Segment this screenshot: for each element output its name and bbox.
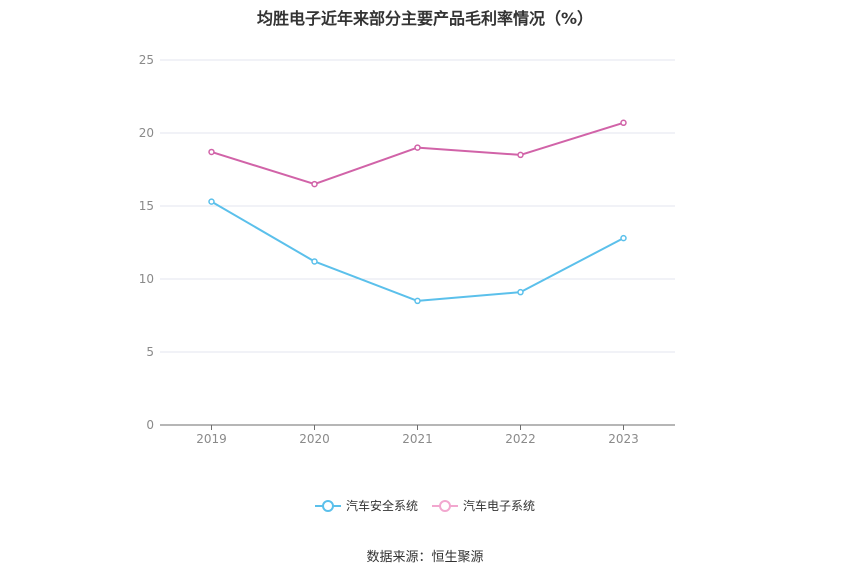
y-tick-label-5: 5 <box>146 345 154 359</box>
data-point-s0-2019 <box>208 198 215 205</box>
series-line-0 <box>210 200 624 302</box>
data-point-s1-2022 <box>517 151 524 159</box>
data-point-s0-2023 <box>620 234 627 242</box>
x-tick-label-2020: 2020 <box>299 432 330 446</box>
series-line-1 <box>211 121 624 186</box>
data-point-s0-2022 <box>517 288 524 296</box>
data-point-s0-2020 <box>311 258 318 265</box>
legend: 汽车安全系统 汽车电子系统 <box>0 497 850 514</box>
x-tick-label-2019: 2019 <box>196 432 227 446</box>
data-point-s0-2021 <box>414 297 421 305</box>
x-tick-label-2022: 2022 <box>505 432 536 446</box>
source-note: 数据来源：恒生聚源 <box>366 550 484 565</box>
y-tick-label-10: 10 <box>139 272 154 286</box>
data-point-s1-2019 <box>208 148 215 156</box>
data-point-s1-2021 <box>414 144 421 151</box>
legend-label-auto-safety: 汽车安全系统 <box>345 499 418 513</box>
y-tick-label-25: 25 <box>139 53 154 67</box>
legend-swatch-auto-safety <box>314 499 341 512</box>
legend-label-auto-electronics: 汽车电子系统 <box>463 499 536 513</box>
data-point-s1-2023 <box>620 119 627 127</box>
legend-item-auto-safety[interactable]: 汽车安全系统 <box>314 497 418 514</box>
x-tick-label-2023: 2023 <box>608 432 639 446</box>
y-tick-label-20: 20 <box>139 126 154 140</box>
chart-title: 均胜电子近年来部分主要产品毛利率情况（%） <box>256 9 594 28</box>
y-tick-label-0: 0 <box>146 418 154 432</box>
data-point-s1-2020 <box>311 180 318 188</box>
legend-item-auto-electronics[interactable]: 汽车电子系统 <box>432 497 535 514</box>
x-tick-label-2021: 2021 <box>402 432 433 446</box>
y-tick-label-15: 15 <box>139 199 154 213</box>
legend-swatch-auto-electronics <box>432 499 458 512</box>
